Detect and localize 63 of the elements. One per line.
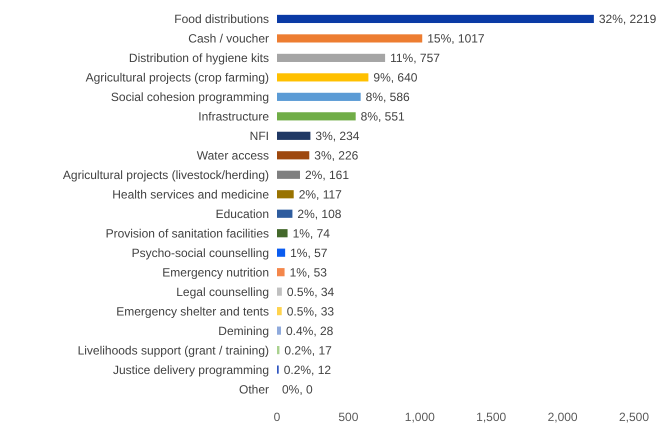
bar [277, 34, 422, 43]
bar [277, 248, 286, 257]
bar [277, 326, 281, 335]
y-tick-label: Legal counselling [176, 284, 269, 299]
data-label: 0.4%, 28 [286, 324, 334, 338]
bar [277, 73, 368, 82]
bar [277, 268, 285, 276]
data-label: 3%, 234 [315, 129, 360, 144]
bar [277, 210, 292, 218]
bar [277, 307, 282, 316]
y-tick-label: Infrastructure [198, 110, 270, 124]
data-label: 9%, 640 [373, 70, 418, 85]
data-label: 2%, 117 [298, 187, 342, 202]
data-label: 0.5%, 34 [286, 284, 335, 299]
x-tick-label: 0 [274, 410, 281, 424]
x-tick-label: 500 [338, 410, 359, 424]
data-label: 1%, 57 [290, 246, 328, 260]
data-label: 1%, 74 [292, 226, 330, 240]
y-tick-label: Other [238, 382, 269, 396]
y-tick-label: Distribution of hygiene kits [128, 51, 269, 66]
y-tick-label: Health services and medicine [112, 187, 270, 202]
y-tick-label: Cash / voucher [188, 32, 269, 46]
x-tick-label: 1,500 [476, 410, 507, 424]
data-label: 0.5%, 33 [286, 304, 334, 318]
y-tick-label: Social cohesion programming [110, 90, 269, 104]
data-label: 8%, 586 [366, 90, 410, 104]
data-label: 0.2%, 17 [284, 343, 332, 358]
bar [277, 151, 310, 160]
data-label: 32%, 2219 [598, 12, 657, 26]
x-tick-label: 2,000 [548, 410, 578, 424]
data-label: 15%, 1017 [427, 32, 485, 46]
data-label: 0.2%, 12 [284, 362, 332, 377]
y-tick-label: Emergency nutrition [162, 265, 269, 280]
data-label: 3%, 226 [314, 148, 359, 162]
y-tick-label: Demining [218, 324, 269, 338]
y-tick-label: Food distributions [174, 12, 269, 26]
data-label: 1%, 53 [290, 265, 328, 280]
data-label: 2%, 161 [304, 168, 350, 182]
data-label: 11%, 757 [390, 51, 440, 66]
bar [277, 229, 288, 238]
bar [277, 132, 310, 140]
y-tick-label: Livelihoods support (grant / training) [78, 343, 270, 358]
y-tick-label: Justice delivery programming [112, 362, 269, 377]
y-tick-label: Water access [196, 148, 269, 162]
y-tick-label: Emergency shelter and tents [116, 304, 269, 318]
bar [277, 288, 282, 296]
y-tick-label: Agricultural projects (livestock/herding) [62, 168, 269, 182]
bar [277, 112, 356, 120]
y-tick-label: Psycho-social counselling [132, 246, 269, 260]
bar [277, 14, 594, 24]
x-tick-label: 1,000 [404, 410, 436, 424]
bar [277, 170, 300, 179]
y-tick-label: Agricultural projects (crop farming) [86, 70, 269, 85]
data-label: 8%, 551 [360, 110, 406, 124]
x-tick-label: 2,500 [618, 410, 650, 424]
data-label: 0%, 0 [282, 382, 314, 396]
bar [277, 54, 386, 62]
data-label: 2%, 108 [297, 206, 342, 221]
bar [277, 92, 361, 101]
y-tick-label: Provision of sanitation facilities [106, 226, 269, 240]
y-tick-label: Education [216, 206, 269, 221]
y-tick-label: NFI [250, 129, 269, 144]
bar [277, 190, 294, 198]
